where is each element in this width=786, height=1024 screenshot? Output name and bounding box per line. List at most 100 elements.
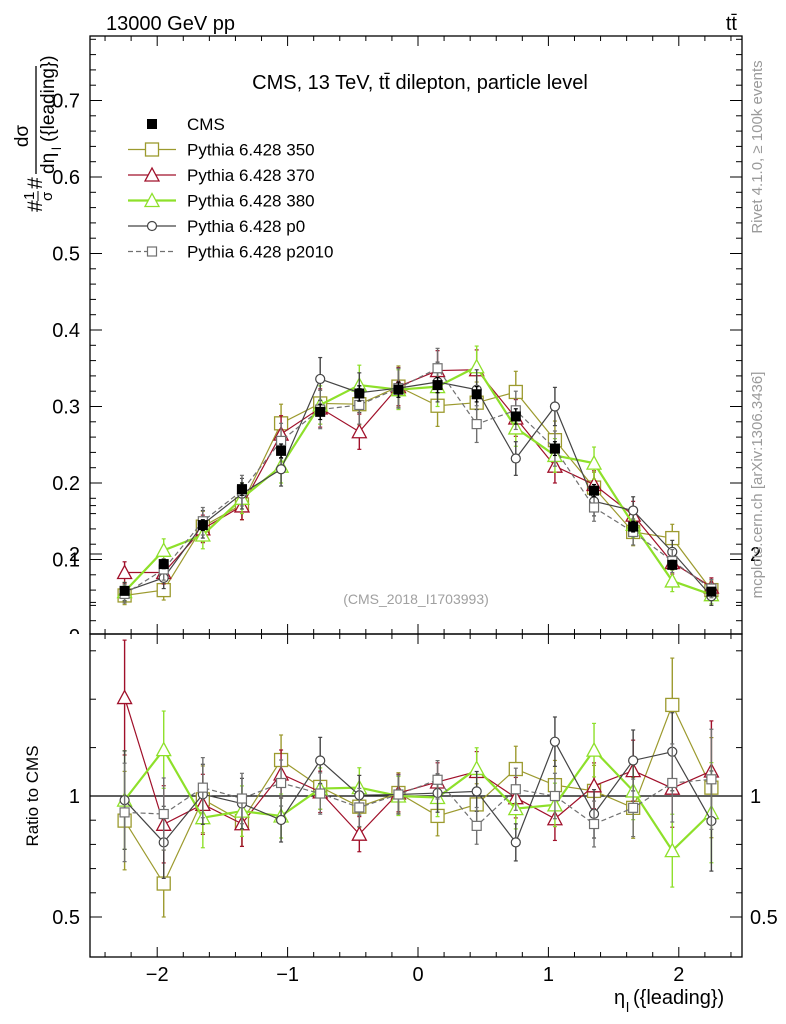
point-pythia-6-428-380 <box>664 572 681 588</box>
point-cms <box>549 443 560 454</box>
point-pythia-6-428-p0 <box>510 453 521 464</box>
ratio-line-pythia-6-428-p0 <box>124 740 712 844</box>
series-layer <box>116 345 720 607</box>
y-axis-label: # 1 σ # dσ dη l ({leading}) <box>12 55 64 212</box>
analysis-watermark: (CMS_2018_I1703993) <box>343 591 489 607</box>
y-tick-label: 0.1 <box>52 550 80 572</box>
ratio-point-pythia-6-428-p2010 <box>706 774 717 785</box>
x-axis-label: η l ({leading}) <box>614 987 724 1015</box>
legend-marker-pythia-6-428-370 <box>143 166 161 182</box>
ratio-point-pythia-6-428-p2010 <box>588 818 600 830</box>
point-cms <box>628 521 639 532</box>
ratio-point-pythia-6-428-p2010 <box>549 790 561 802</box>
ratio-point-pythia-6-428-380 <box>155 741 172 757</box>
ratio-point-pythia-6-428-p2010 <box>432 774 443 785</box>
y-tick-label: 0.4 <box>52 320 80 342</box>
ratio-point-pythia-6-428-p2010 <box>236 793 248 804</box>
point-pythia-6-428-p2010 <box>471 418 482 430</box>
y-tick-label: 0.3 <box>52 397 80 419</box>
process-header: tt̄ <box>726 13 738 35</box>
point-cms <box>706 586 717 597</box>
legend-marker-pythia-6-428-350 <box>144 142 160 157</box>
ratio-line-pythia-6-428-380 <box>123 747 713 853</box>
svg-text:l: l <box>626 999 629 1015</box>
point-pythia-6-428-p0 <box>275 464 287 475</box>
mcplots-reference-label: mcplots.cern.ch [arXiv:1306.3436] <box>749 372 766 599</box>
legend-entry-pythia-6-428-350: Pythia 6.428 350 <box>128 141 315 160</box>
point-pythia-6-428-p2010 <box>432 363 443 374</box>
ratio-line-pythia-6-428-p2010 <box>124 778 712 827</box>
svg-text:#: # <box>24 177 47 189</box>
point-pythia-6-428-370 <box>116 564 133 580</box>
y-tick-label: 0.7 <box>52 91 80 113</box>
y-tick-label: 0 <box>69 626 80 648</box>
ratio-point-pythia-6-428-380 <box>664 842 681 858</box>
ratio-point-pythia-6-428-370 <box>116 689 133 705</box>
legend-label-pythia-6-428-350: Pythia 6.428 350 <box>187 141 315 160</box>
svg-text:1: 1 <box>21 192 38 200</box>
energy-header: 13000 GeV pp <box>106 13 235 35</box>
point-cms <box>119 585 130 596</box>
ratio-point-pythia-6-428-p0 <box>549 736 561 747</box>
series-line-pythia-6-428-p2010 <box>124 367 712 595</box>
legend-label-pythia-6-428-p0: Pythia 6.428 p0 <box>187 217 305 236</box>
ratio-point-pythia-6-428-p2010 <box>471 820 482 831</box>
point-pythia-6-428-p0 <box>315 373 326 385</box>
point-cms <box>236 484 247 495</box>
point-cms <box>667 559 678 570</box>
x-tick-label: −2 <box>146 964 169 986</box>
ratio-tick-label: 2 <box>69 544 80 566</box>
svg-text:({leading}): ({leading}) <box>633 987 724 1009</box>
legend-entry-pythia-6-428-380: Pythia 6.428 380 <box>128 192 315 211</box>
point-cms <box>354 388 365 399</box>
legend-marker-pythia-6-428-p2010 <box>146 246 158 257</box>
svg-text:({leading}): ({leading}) <box>38 55 59 142</box>
legend-entry-pythia-6-428-p2010: Pythia 6.428 p2010 <box>128 243 334 262</box>
ratio-tick-label: 1 <box>69 786 80 808</box>
ratio-point-pythia-6-428-p0 <box>628 755 639 766</box>
ratio-tick-label-right: 0.5 <box>750 907 778 929</box>
ratio-tick-label-right: 2 <box>750 544 761 566</box>
legend-marker-pythia-6-428-380 <box>143 192 161 208</box>
ratio-point-pythia-6-428-p2010 <box>275 777 287 789</box>
x-tick-label: 0 <box>412 964 423 986</box>
ratio-plot-frame <box>89 633 743 958</box>
svg-text:#: # <box>24 200 47 212</box>
point-cms <box>510 411 521 422</box>
point-cms <box>432 380 443 391</box>
svg-text:l: l <box>49 147 64 150</box>
x-tick-label: 1 <box>543 964 554 986</box>
point-pythia-6-428-380 <box>585 454 603 470</box>
ratio-point-pythia-6-428-380 <box>585 741 603 757</box>
ratio-point-pythia-6-428-p2010 <box>393 789 404 800</box>
point-cms <box>315 406 326 417</box>
ratio-point-pythia-6-428-p0 <box>471 786 482 797</box>
ratio-tick-label-right: 1 <box>750 786 761 808</box>
rivet-version-label: Rivet 4.1.0, ≥ 100k events <box>749 60 766 233</box>
point-cms <box>589 485 600 496</box>
series-line-pythia-6-428-380 <box>123 365 712 596</box>
legend-label-pythia-6-428-370: Pythia 6.428 370 <box>187 166 315 185</box>
legend-entry-cms: CMS <box>147 115 225 134</box>
point-pythia-6-428-p0 <box>628 505 639 516</box>
ratio-point-pythia-6-428-p2010 <box>158 808 169 820</box>
series-line-pythia-6-428-370 <box>124 369 712 588</box>
svg-text:σ: σ <box>39 191 56 201</box>
y-tick-label: 0.6 <box>52 167 80 189</box>
ratio-point-pythia-6-428-p0 <box>275 814 287 826</box>
chart-title: CMS, 13 TeV, tt̄ dilepton, particle leve… <box>252 72 588 94</box>
legend-label-cms: CMS <box>187 115 225 134</box>
legend-marker-pythia-6-428-p0 <box>146 220 158 232</box>
ratio-line-pythia-6-428-350 <box>124 703 712 885</box>
x-tick-label: 2 <box>673 964 684 986</box>
point-pythia-6-428-370 <box>351 423 368 439</box>
series-line-pythia-6-428-p0 <box>124 378 712 597</box>
ratio-line-pythia-6-428-370 <box>124 697 712 836</box>
point-cms <box>471 389 482 400</box>
svg-text:dη: dη <box>38 153 59 174</box>
svg-text:dσ: dσ <box>12 125 33 148</box>
ratio-point-pythia-6-428-p2010 <box>315 788 326 799</box>
point-pythia-6-428-380 <box>155 541 172 557</box>
point-pythia-6-428-p0 <box>549 401 561 412</box>
